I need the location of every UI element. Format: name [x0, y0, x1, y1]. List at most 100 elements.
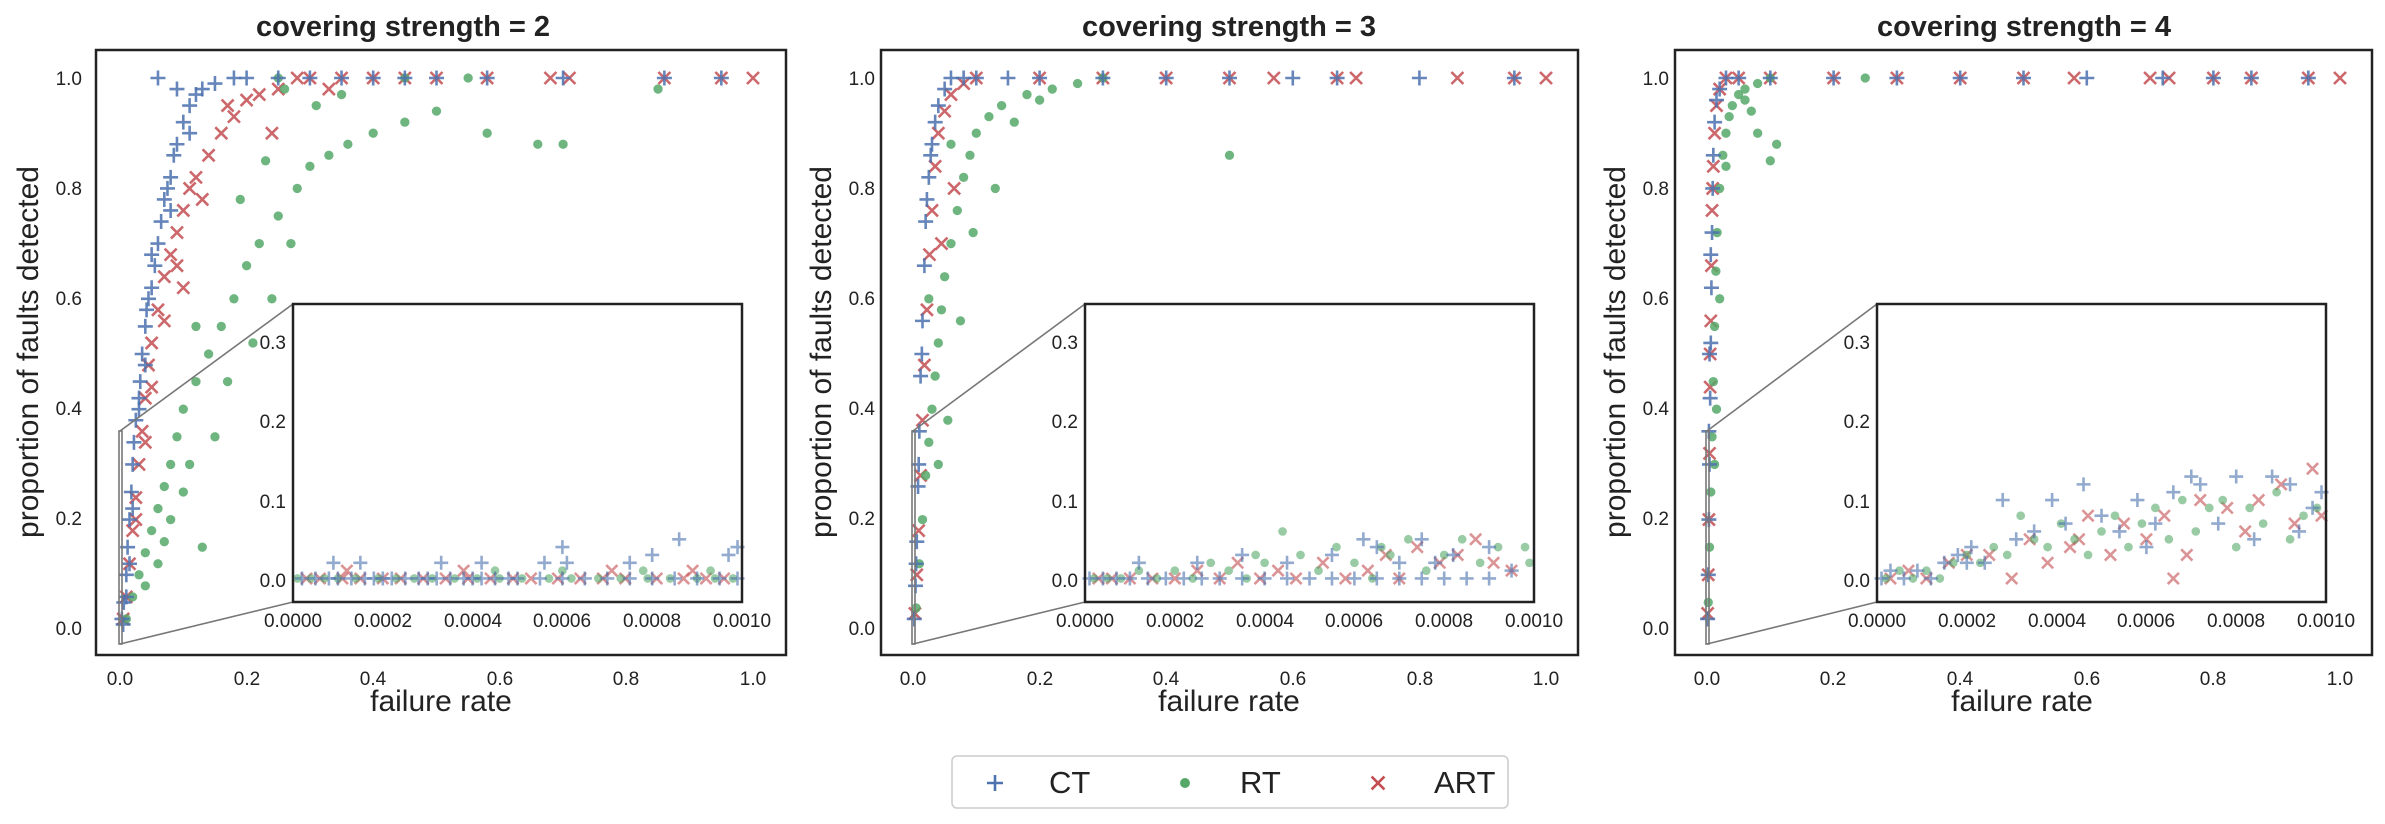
data-point-ct: [147, 258, 163, 274]
data-point-rt: [924, 437, 934, 447]
data-point-rt: [368, 128, 378, 138]
inset-point-rt: [2191, 527, 2201, 536]
y-tick-labels: 0.0 0.2 0.4 0.6 0.8 1.0: [849, 69, 876, 640]
data-point-rt: [1746, 106, 1756, 116]
data-point-art: [265, 126, 279, 141]
x-tick-labels: 0.0 0.2 0.4 0.6 0.8 1.0: [1694, 669, 2353, 690]
data-point-ct: [956, 70, 972, 86]
data-point-rt: [216, 321, 226, 332]
data-point-rt: [210, 432, 220, 442]
data-point-ct: [131, 401, 147, 417]
data-point-rt: [965, 150, 975, 160]
inset-point-ct: [1212, 571, 1227, 586]
data-point-ct: [1700, 611, 1716, 627]
x-tick-labels: 0.0 0.2 0.4 0.6 0.8 1.0: [900, 669, 1559, 690]
inset-point-ct: [1190, 555, 1205, 570]
inset-point-art: [2005, 571, 2019, 585]
inset-point-ct: [2283, 477, 2298, 492]
data-point-art: [135, 424, 150, 439]
inset-point-art: [2081, 509, 2095, 523]
y-tick-labels: 0.0 0.2 0.4 0.6 0.8 1.0: [1643, 69, 1670, 640]
inset-point-ct: [510, 571, 525, 586]
inset-x-tick-label: 0.0010: [2297, 611, 2355, 632]
inset-point-rt: [2258, 519, 2268, 528]
inset-point-ct: [1392, 555, 1407, 570]
y-tick-label: 0.0: [1643, 619, 1669, 640]
data-point-art: [934, 236, 949, 251]
data-point-rt: [1022, 89, 1032, 100]
zoom-connector-top: [912, 303, 1086, 432]
inset-y-tick-label: 0.0: [260, 571, 286, 592]
inset-point-rt: [1224, 566, 1234, 575]
data-point-art: [1539, 71, 1553, 85]
x-tick-label: 1.0: [740, 669, 766, 690]
inset-point-rt: [2285, 534, 2295, 544]
data-point-art: [176, 280, 191, 295]
data-point-ct: [125, 501, 141, 517]
main-plot-marks: [114, 70, 760, 632]
data-point-art: [220, 98, 235, 113]
y-tick-label: 0.8: [849, 179, 875, 200]
inset-point-ct: [474, 555, 489, 570]
data-point-rt: [1072, 78, 1083, 89]
data-point-rt: [927, 404, 937, 414]
inset-point-art: [1487, 556, 1501, 570]
inset-point-ct: [1131, 555, 1146, 570]
data-point-rt: [946, 139, 956, 149]
data-point-ct: [159, 180, 175, 196]
inset-point-ct: [1995, 493, 2010, 508]
zoom-region-box: [1705, 430, 1710, 645]
data-point-rt: [165, 459, 176, 470]
data-point-rt: [1706, 487, 1716, 497]
inset-point-rt: [1251, 550, 1260, 560]
data-point-rt: [990, 183, 1000, 194]
inset-point-ct: [2292, 524, 2307, 539]
data-point-ct: [137, 318, 153, 334]
data-point-ct: [134, 346, 150, 362]
data-point-rt: [305, 161, 315, 171]
data-point-ct: [479, 70, 495, 86]
zoom-connector-bottom: [1706, 601, 1878, 645]
inset-point-ct: [1280, 571, 1295, 586]
data-point-rt: [1734, 89, 1744, 100]
inset-point-ct: [326, 555, 341, 570]
inset-point-rt: [544, 574, 554, 583]
panel-title: covering strength = 3: [1082, 11, 1376, 43]
data-point-ct: [150, 70, 166, 86]
y-tick-label: 1.0: [849, 69, 875, 90]
inset-point-ct: [1414, 532, 1429, 547]
inset-point-ct: [1459, 571, 1474, 586]
data-point-rt: [1860, 73, 1870, 83]
data-point-ct: [239, 70, 255, 86]
data-point-art: [195, 192, 210, 207]
inset-y-tick-label: 0.0: [1844, 571, 1870, 592]
inset-point-rt: [2137, 519, 2147, 528]
data-point-rt: [1718, 150, 1728, 160]
inset-point-ct: [443, 571, 458, 586]
inset-point-rt: [2151, 503, 2160, 513]
inset-y-tick-label: 0.2: [1052, 412, 1078, 433]
inset-point-rt: [2272, 487, 2281, 497]
data-point-ct: [1703, 247, 1719, 263]
data-point-ct: [1705, 147, 1721, 163]
data-point-ct: [1731, 70, 1747, 86]
inset-frame: [291, 302, 744, 604]
data-point-rt: [147, 525, 157, 536]
data-point-rt: [203, 349, 214, 359]
data-point-rt: [971, 128, 981, 138]
data-point-rt: [178, 404, 188, 414]
inset-point-ct: [1437, 571, 1452, 586]
inset-point-rt: [1134, 566, 1144, 575]
inset-y-tick-label: 0.1: [1844, 492, 1870, 513]
data-point-rt: [159, 481, 169, 492]
data-point-art: [157, 269, 172, 284]
inset-point-ct: [577, 571, 592, 586]
data-point-rt: [1711, 266, 1721, 276]
inset-point-ct: [645, 571, 660, 586]
inset-point-ct: [1896, 571, 1911, 586]
data-point-ct: [166, 147, 182, 163]
y-tick-label: 0.4: [1643, 399, 1670, 420]
inset-point-ct: [2184, 469, 2199, 484]
inset-point-rt: [2204, 503, 2214, 513]
inset-point-rt: [2299, 511, 2308, 521]
